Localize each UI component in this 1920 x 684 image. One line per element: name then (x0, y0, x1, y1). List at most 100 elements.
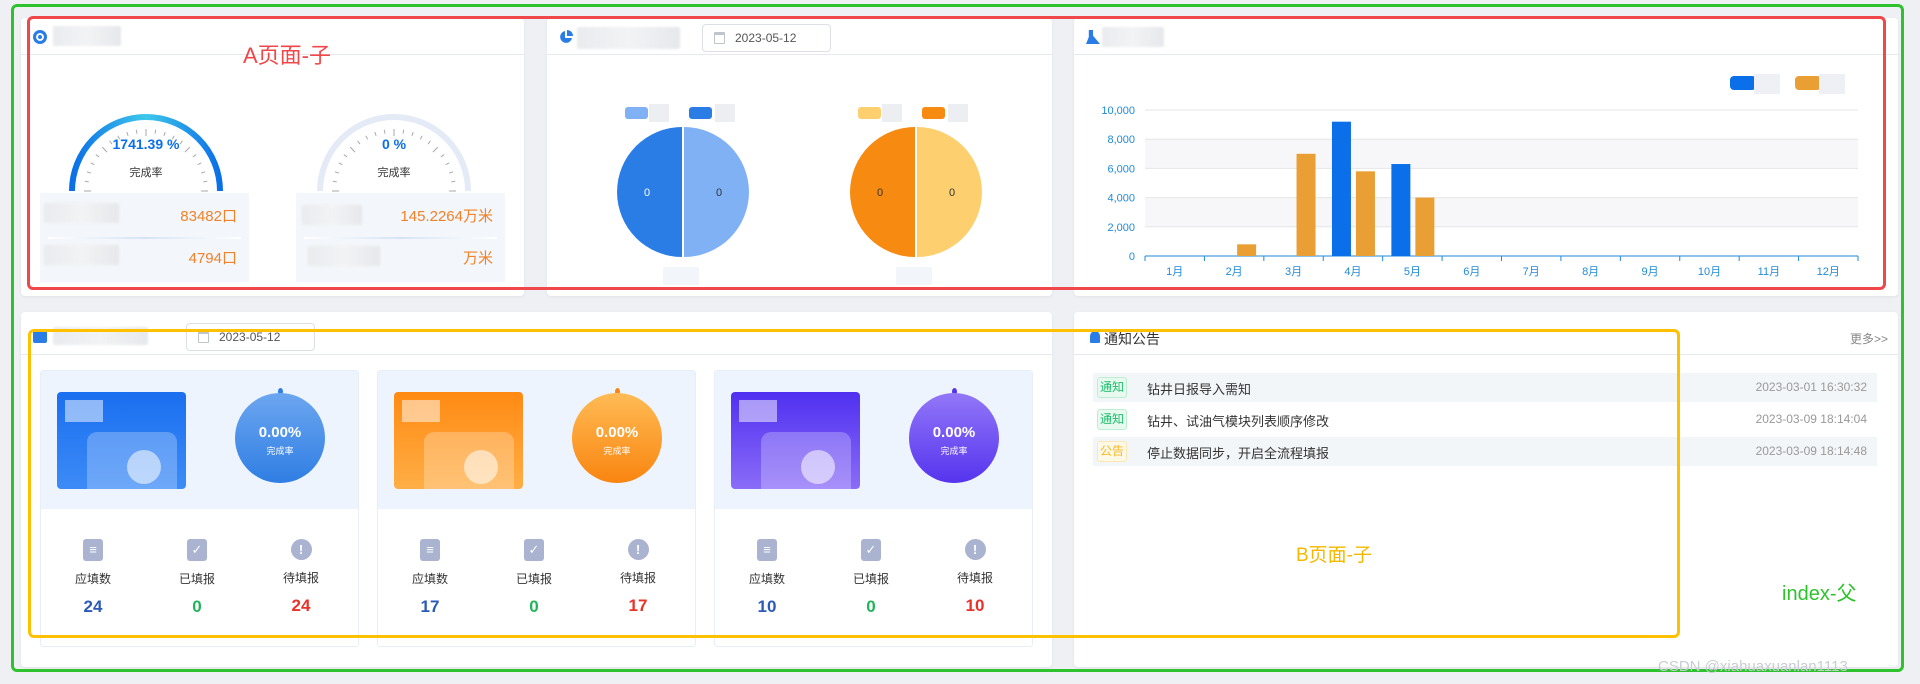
redacted-legend (882, 104, 902, 122)
calendar-icon (198, 331, 209, 343)
redacted-title (53, 26, 121, 46)
clipboard-check-icon: ✓ (524, 539, 544, 561)
pie-label-left: 0 (644, 187, 650, 199)
completion-circle: 0.00% 完成率 (909, 393, 999, 483)
redacted-label (44, 203, 119, 223)
gauge-2 (317, 114, 471, 192)
completion-label: 完成率 (940, 446, 968, 456)
y-tick-label: 6,000 (1107, 163, 1135, 175)
illustration-image (394, 392, 523, 489)
notice-time: 2023-03-09 18:14:04 (1755, 412, 1867, 426)
gauge-2-label: 完成率 (377, 167, 411, 179)
pie-slice-right[interactable] (917, 127, 982, 257)
notice-time: 2023-03-09 18:14:48 (1755, 444, 1867, 458)
notice-tag: 公告 (1097, 441, 1127, 462)
checkbox-icon (33, 329, 47, 343)
stat-2: ! 待填报 24 (261, 539, 341, 616)
pie-slice-left[interactable] (617, 127, 682, 257)
completion-circle: 0.00% 完成率 (235, 393, 325, 483)
stat-0: ≡ 应填数 10 (727, 539, 807, 617)
redacted-caption (663, 267, 699, 285)
bar-series2-3月[interactable] (1296, 153, 1316, 256)
bar-series2-4月[interactable] (1355, 171, 1375, 256)
x-tick-label: 10月 (1698, 266, 1721, 278)
legend-swatch (625, 107, 648, 119)
stat-2: ! 待填报 10 (935, 539, 1015, 616)
y-tick-label: 8,000 (1107, 134, 1135, 146)
child-a-label: A页面-子 (243, 43, 332, 68)
monthly-bar-card: 0 2,000 4,000 6,000 8,000 10,000 1月 2月 3月 4月 5月 6月 7… (1074, 18, 1898, 296)
grid-band (1145, 197, 1858, 227)
pie-card: 2023-05-12 0 0 0 0 (547, 18, 1052, 296)
date-picker[interactable]: 2023-05-12 (186, 323, 315, 351)
bar-series2-5月[interactable] (1415, 197, 1435, 256)
pie-slice-left[interactable] (850, 127, 915, 257)
watermark: CSDN @xiahuaxuanlan1113 (1658, 658, 1848, 675)
redacted-label (302, 205, 362, 225)
stat-value: 0 (192, 597, 202, 616)
notice-tag: 通知 (1097, 377, 1127, 398)
x-tick-label: 2月 (1226, 266, 1243, 278)
completion-percent: 0.00% (932, 424, 976, 441)
legend-swatch[interactable] (1795, 76, 1821, 90)
exclamation-circle-icon: ! (627, 539, 649, 560)
notice-card: 通知公告 更多>> (1074, 312, 1898, 667)
gauge-1-row1: 83482口 (180, 208, 237, 225)
x-tick-label: 12月 (1817, 266, 1840, 278)
legend-swatch (922, 107, 945, 119)
notice-item[interactable]: 通知 钻井日报导入需知 2023-03-01 16:30:32 (1093, 373, 1877, 402)
bar-series2-2月[interactable] (1237, 244, 1257, 256)
redacted-label (308, 246, 380, 266)
indicator-dot (952, 388, 957, 395)
redacted-title (53, 327, 148, 345)
notice-title: 钻井日报导入需知 (1147, 382, 1252, 397)
card-header (1074, 18, 1898, 55)
calendar-icon (714, 32, 725, 44)
bar-series1-5月[interactable] (1391, 164, 1411, 256)
stat-label: 已填报 (515, 572, 552, 586)
divider (304, 237, 497, 239)
stat-value: 0 (866, 597, 876, 616)
gauge-2-info: 145.2264万米 万米 (296, 193, 505, 282)
bar-chart: 0 2,000 4,000 6,000 8,000 10,000 1月 2月 3月 4月 5月 6月 7… (1101, 74, 1859, 278)
gauge-1-label: 完成率 (129, 167, 163, 179)
gauge-2-row1: 145.2264万米 (400, 208, 493, 225)
y-tick-label: 0 (1129, 251, 1135, 263)
completion-gauge-card: 1741.39 % 完成率 0 % 完成率 83482口 4794口 145.2… (21, 18, 524, 296)
gauge-2-value: 0 % (381, 136, 407, 152)
card-header: 2023-05-12 (21, 312, 1052, 355)
indicator-dot (278, 388, 283, 395)
report-subcard: 0.00% 完成率 ≡ 应填数 17 ✓ 已填报 0 ! 待填报 17 (377, 370, 696, 647)
edit-document-icon: ≡ (83, 539, 103, 561)
bar-series1-4月[interactable] (1331, 121, 1351, 257)
notice-item[interactable]: 公告 停止数据同步，开启全流程填报 2023-03-09 18:14:48 (1093, 437, 1877, 466)
redacted-legend (649, 104, 669, 122)
stat-2: ! 待填报 17 (598, 539, 678, 616)
completion-percent: 0.00% (595, 424, 639, 441)
y-tick-label: 4,000 (1107, 193, 1135, 205)
x-tick-label: 3月 (1285, 266, 1302, 278)
stat-1: ✓ 已填报 0 (494, 539, 574, 617)
x-tick-label: 7月 (1523, 266, 1540, 278)
x-tick-label: 8月 (1582, 266, 1599, 278)
gear-icon (33, 30, 47, 44)
stat-0: ≡ 应填数 17 (390, 539, 470, 617)
stat-label: 待填报 (282, 571, 319, 585)
completion-circle: 0.00% 完成率 (572, 393, 662, 483)
date-picker[interactable]: 2023-05-12 (702, 24, 831, 52)
stat-value: 17 (628, 596, 648, 615)
y-tick-label: 10,000 (1101, 105, 1135, 117)
pie-slice-right[interactable] (684, 127, 749, 257)
more-link[interactable]: 更多>> (1849, 332, 1888, 346)
redacted-legend (715, 104, 735, 122)
pie-label-right: 0 (949, 187, 955, 199)
card-header: 通知公告 更多>> (1074, 312, 1898, 355)
pie-label-left: 0 (877, 187, 883, 199)
stat-1: ✓ 已填报 0 (831, 539, 911, 617)
stat-value: 0 (529, 597, 539, 616)
legend-swatch[interactable] (1730, 76, 1756, 90)
x-tick-label: 5月 (1404, 266, 1421, 278)
stat-value: 10 (965, 596, 985, 615)
legend-swatch (689, 107, 712, 119)
notice-item[interactable]: 通知 钻井、试油气模块列表顺序修改 2023-03-09 18:14:04 (1093, 405, 1877, 434)
